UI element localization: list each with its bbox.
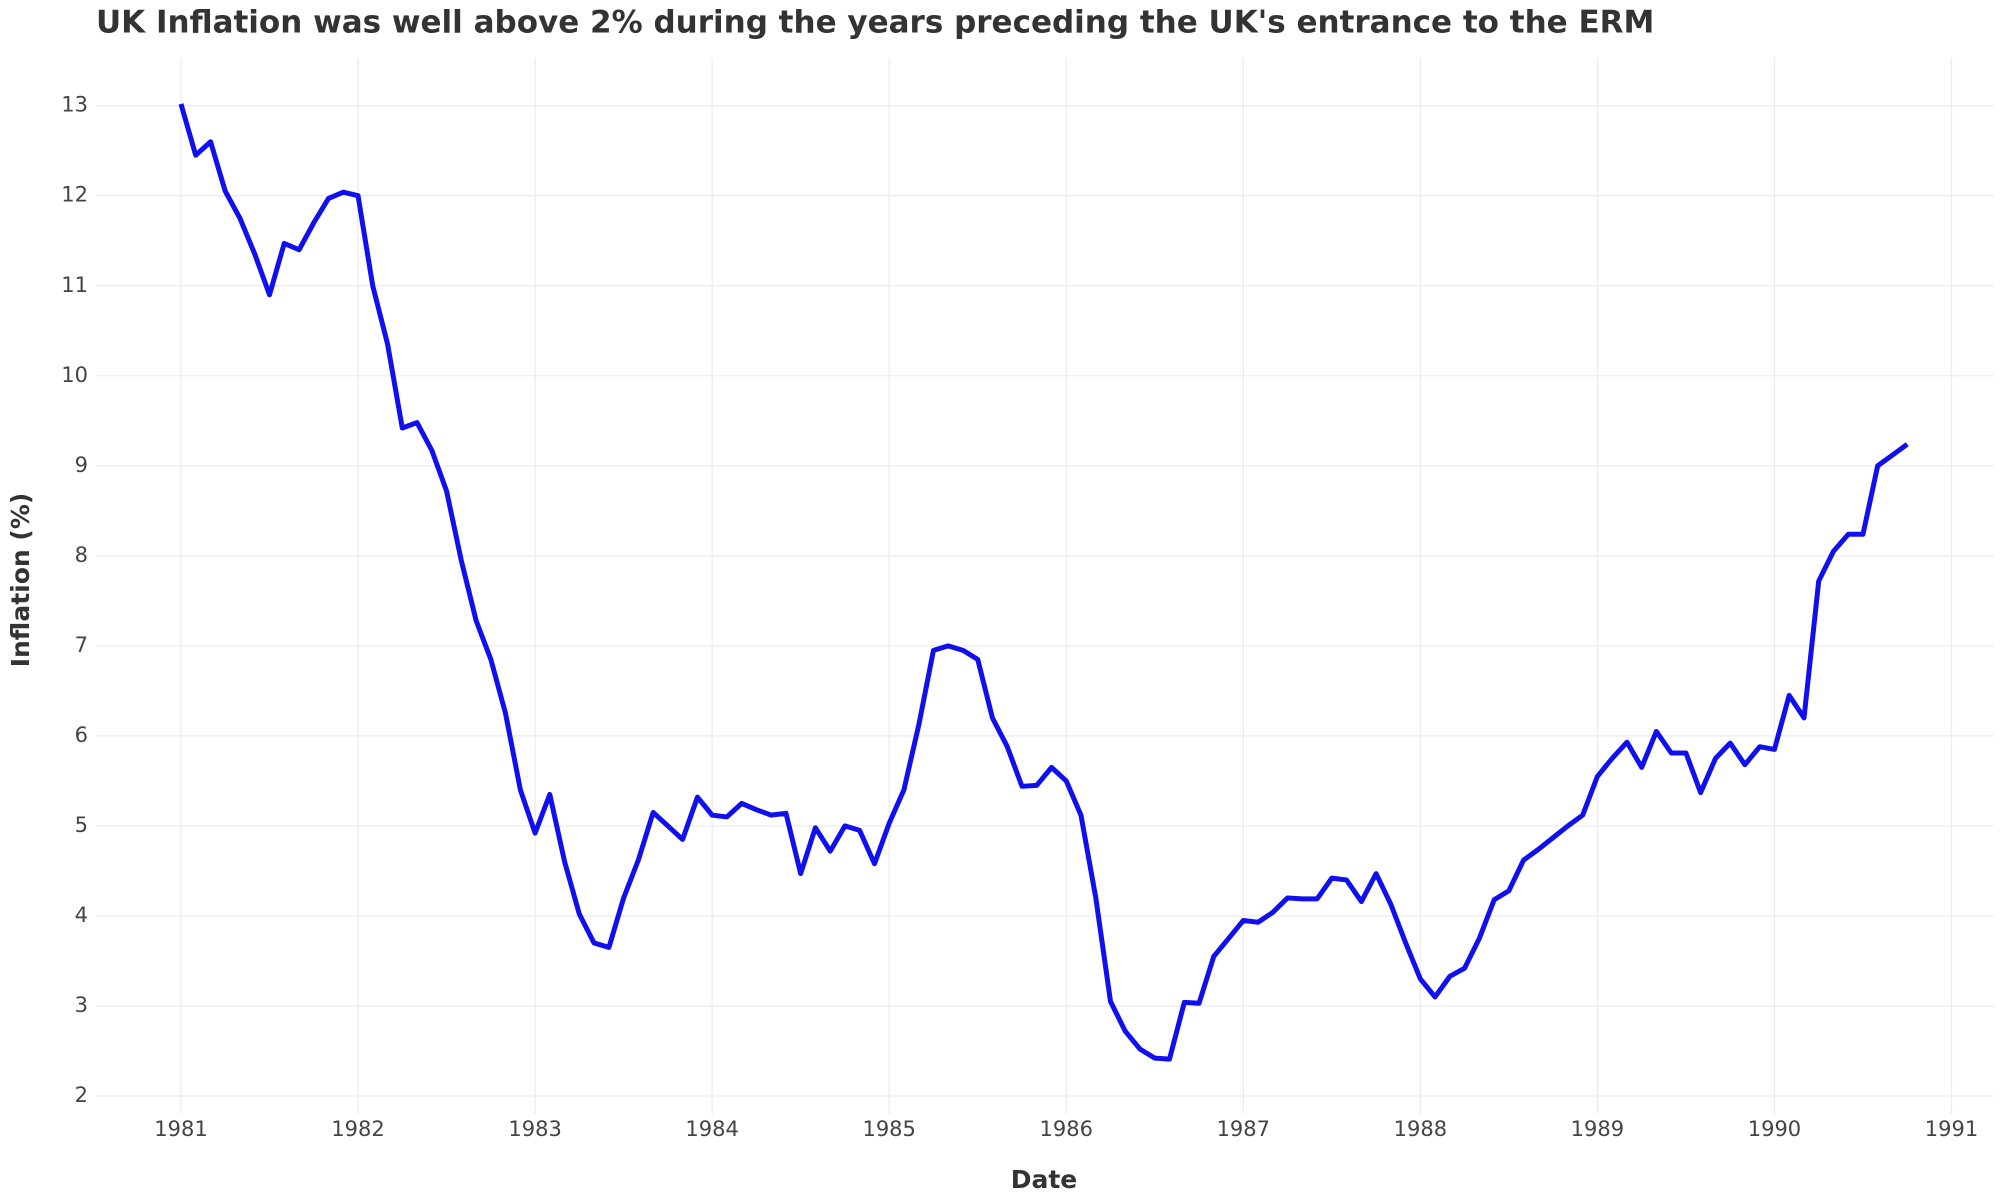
y-tick-label: 12 (61, 183, 88, 207)
x-tick-label: 1983 (508, 1117, 561, 1141)
x-tick-label: 1988 (1394, 1117, 1447, 1141)
chart-title: UK Inflation was well above 2% during th… (96, 5, 1654, 41)
y-tick-label: 8 (75, 543, 88, 567)
data-line (178, 103, 1909, 1062)
y-tick-label: 11 (61, 273, 88, 297)
x-tick-label: 1985 (862, 1117, 915, 1141)
x-tick-label: 1989 (1571, 1117, 1624, 1141)
y-tick-label: 2 (75, 1083, 88, 1107)
y-axis-title: Inflation (%) (6, 493, 35, 668)
y-tick-label: 3 (75, 993, 88, 1017)
x-axis-title: Date (1011, 1165, 1078, 1194)
y-tick-label: 13 (61, 93, 88, 117)
y-tick-label: 6 (75, 723, 88, 747)
x-tick-label: 1991 (1925, 1117, 1978, 1141)
x-tick-label: 1981 (154, 1117, 207, 1141)
y-tick-label: 10 (61, 363, 88, 387)
y-tick-label: 7 (75, 633, 88, 657)
x-tick-label: 1982 (331, 1117, 384, 1141)
x-tick-label: 1987 (1217, 1117, 1270, 1141)
y-tick-label: 5 (75, 813, 88, 837)
x-tick-label: 1986 (1040, 1117, 1093, 1141)
y-tick-label: 4 (75, 903, 88, 927)
x-tick-label: 1990 (1748, 1117, 1801, 1141)
y-tick-label: 9 (75, 453, 88, 477)
x-tick-label: 1984 (685, 1117, 738, 1141)
